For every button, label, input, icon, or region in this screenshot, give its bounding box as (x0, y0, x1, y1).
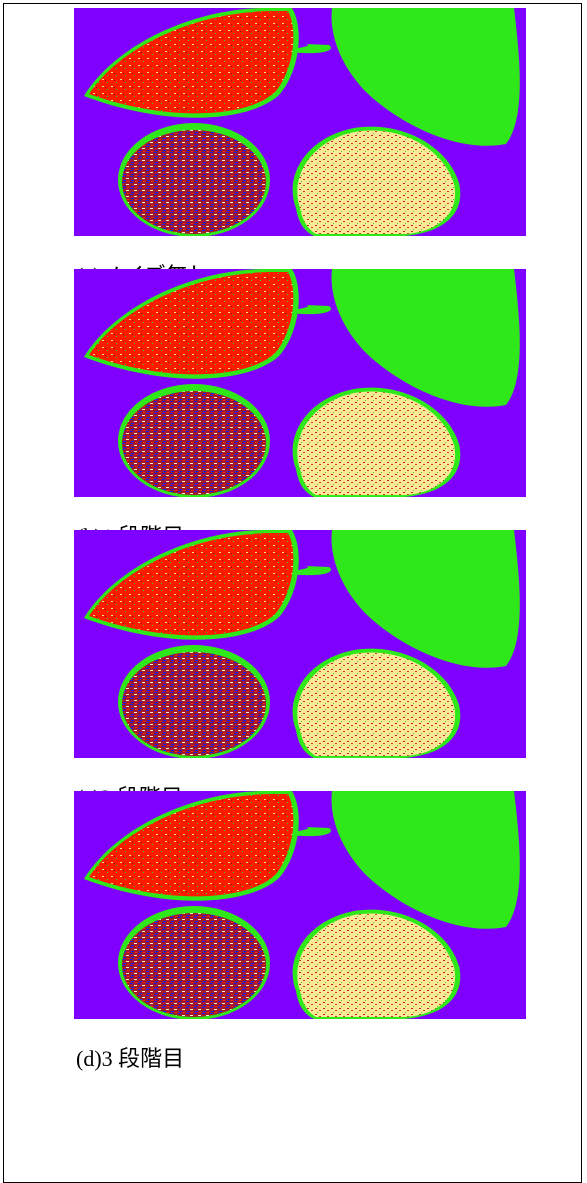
segmentation-image (74, 8, 526, 236)
figure-panel: (a)ノイズ無し (74, 8, 526, 290)
segmentation-image (74, 530, 526, 758)
segmentation-image (74, 269, 526, 497)
figure-panel: (c)2 段階目 (74, 530, 526, 812)
segmentation-image (74, 791, 526, 1019)
image-content (74, 530, 526, 758)
figure-panel: (b)1 段階目 (74, 269, 526, 551)
image-content (74, 269, 526, 497)
figure-panel: (d)3 段階目 (74, 791, 526, 1073)
image-content (74, 791, 526, 1019)
caption: (d)3 段階目 (76, 1041, 526, 1073)
image-content (74, 8, 526, 236)
page: (a)ノイズ無し(b)1 段階目(c)2 段階目(d)3 段階目 (() => … (0, 0, 587, 1178)
